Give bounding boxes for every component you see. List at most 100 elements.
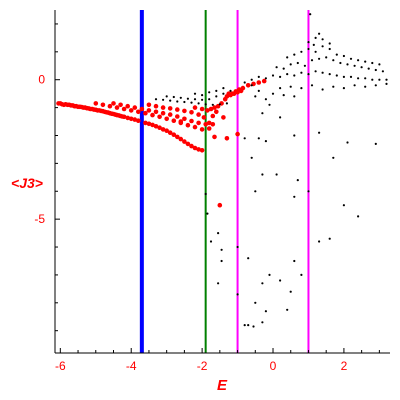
data-point [206,212,209,215]
data-point [349,75,353,78]
data-point [165,95,168,98]
data-point [193,92,197,95]
data-point [282,94,285,97]
data-point [224,136,230,141]
data-point [171,118,177,123]
data-point [235,131,240,137]
y-axis-label: <J3> [11,175,43,191]
data-point [314,50,317,53]
data-point [346,141,349,144]
data-point [328,73,331,76]
data-point [346,63,349,66]
data-point [243,324,246,327]
data-point [183,100,186,104]
data-point [196,120,201,126]
data-point [339,61,342,65]
data-point [201,94,204,97]
data-point [364,85,367,88]
data-point [321,45,324,48]
data-point [360,66,363,69]
data-point [190,101,193,104]
data-point [321,88,324,91]
data-point [342,54,345,58]
data-point [160,105,166,110]
data-point [175,107,180,112]
data-point [342,87,345,90]
data-point [243,137,246,140]
data-point [321,71,324,74]
data-point [264,98,267,101]
data-point [257,137,260,140]
data-point [215,89,218,92]
data-point [328,42,331,45]
x-tick-label: -6 [55,359,66,373]
data-point [204,103,207,106]
data-point [310,59,314,62]
data-point [289,63,292,66]
data-point [143,120,148,126]
data-point [279,75,282,78]
data-point [349,57,353,60]
data-point [172,95,175,99]
data-point [229,89,232,92]
data-point [125,115,130,121]
data-point [381,70,384,73]
data-point [307,73,310,76]
data-point [378,78,381,81]
data-point [199,148,205,153]
x-tick-label: -4 [126,359,137,373]
data-point [224,94,230,99]
data-point [293,95,296,98]
data-point [374,68,377,72]
data-point [201,115,207,120]
data-point [199,127,205,132]
data-point [178,136,184,142]
data-point [196,147,201,152]
data-point [199,106,205,112]
data-point [160,110,166,116]
data-point [185,122,191,128]
data-point [215,95,218,98]
data-point [153,124,159,129]
data-point [193,98,197,101]
data-point [208,91,211,94]
data-point [252,325,255,328]
data-point [107,103,113,109]
data-point [132,117,138,122]
data-point [282,67,285,70]
data-point [189,110,194,115]
data-point [150,112,155,118]
data-point [214,109,219,115]
data-point [136,109,141,115]
data-point [206,126,212,131]
data-point [132,105,138,110]
data-point [342,75,345,78]
x-tick-label: 0 [270,359,277,373]
data-point [169,99,172,102]
data-point [314,70,317,73]
data-point [197,102,200,105]
data-point [121,106,127,112]
data-point [307,190,310,193]
data-point [192,145,198,151]
data-point [296,61,299,65]
data-point [318,131,321,134]
data-point [136,118,141,123]
data-point [374,142,377,145]
data-point [208,106,214,112]
data-point [222,92,225,95]
data-point [201,98,204,101]
data-point [271,74,275,77]
data-point [279,116,282,119]
data-point [217,202,223,208]
data-point [261,78,267,84]
data-point [164,116,169,122]
data-point [221,115,226,120]
data-point [192,105,198,110]
data-point [289,85,292,88]
data-point [353,64,356,67]
data-point [210,122,216,127]
data-point [220,248,223,251]
data-point [167,112,173,117]
data-point [321,38,324,41]
